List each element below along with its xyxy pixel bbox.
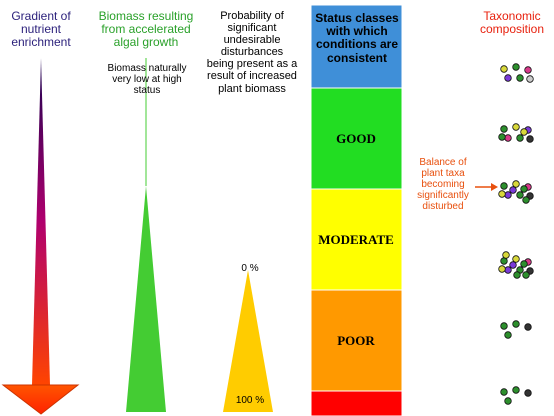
- taxon-dot: [500, 388, 508, 396]
- status-band-good: [310, 87, 403, 190]
- taxon-dot: [498, 190, 506, 198]
- taxon-dot: [512, 63, 520, 71]
- taxon-dot: [512, 180, 520, 188]
- taxon-dot: [513, 271, 521, 279]
- status-label-moderate: MODERATE: [318, 232, 394, 247]
- taxon-dot: [504, 74, 512, 82]
- taxon-dot: [504, 266, 512, 274]
- taxon-dot: [516, 191, 524, 199]
- probability-bottom-label: 100 %: [235, 395, 265, 406]
- balance-arrowhead: [491, 183, 498, 191]
- taxon-dot: [516, 74, 524, 82]
- taxon-dot: [509, 186, 517, 194]
- taxonomic-heading: Taxonomic composition: [479, 9, 545, 37]
- taxon-dot: [498, 133, 506, 141]
- taxon-dot: [498, 265, 506, 273]
- taxon-dot: [512, 123, 520, 131]
- taxon-dot: [524, 389, 532, 397]
- probability-triangle: [223, 270, 273, 412]
- taxon-dot: [520, 260, 528, 268]
- taxon-dot: [520, 185, 528, 193]
- taxon-dot: [524, 323, 532, 331]
- taxon-dot: [522, 271, 530, 279]
- taxon-dot: [512, 386, 520, 394]
- taxonomic-clusters: [498, 63, 534, 405]
- taxon-dot: [500, 257, 508, 265]
- status-heading: Status classes with which conditions are…: [315, 11, 399, 65]
- taxon-dot: [500, 65, 508, 73]
- balance-note: Balance of plant taxa becoming significa…: [417, 157, 469, 212]
- gradient-heading: Gradient of nutrient enrichment: [11, 9, 71, 50]
- taxon-dot: [520, 128, 528, 136]
- biomass-heading: Biomass resulting from accelerated algal…: [98, 9, 194, 50]
- status-label-good: GOOD: [336, 131, 376, 146]
- taxon-dot: [500, 182, 508, 190]
- taxon-dot: [502, 251, 510, 259]
- taxon-dot: [509, 261, 517, 269]
- taxon-dot: [504, 134, 512, 142]
- taxon-dot: [524, 66, 532, 74]
- taxon-dot: [522, 196, 530, 204]
- taxon-dot: [500, 125, 508, 133]
- biomass-triangle: [126, 186, 166, 412]
- status-bands: [310, 4, 403, 416]
- taxon-dot: [504, 191, 512, 199]
- biomass-note: Biomass naturally very low at high statu…: [107, 63, 187, 96]
- nutrient-gradient-arrowhead: [1, 384, 80, 415]
- status-band-poor: [310, 289, 403, 392]
- status-band-moderate: [310, 188, 403, 291]
- taxon-dot: [512, 320, 520, 328]
- taxon-dot: [504, 331, 512, 339]
- probability-top-label: 0 %: [241, 263, 259, 274]
- status-band-bad: [310, 390, 403, 416]
- status-label-poor: POOR: [337, 333, 375, 348]
- taxon-dot: [526, 135, 534, 143]
- taxon-dot: [516, 134, 524, 142]
- taxon-dot: [512, 255, 520, 263]
- taxon-dot: [526, 75, 534, 83]
- taxon-dot: [500, 322, 508, 330]
- nutrient-gradient-arrow-shaft: [32, 58, 50, 385]
- probability-heading: Probability of significant undesirable d…: [206, 10, 298, 95]
- taxon-dot: [504, 397, 512, 405]
